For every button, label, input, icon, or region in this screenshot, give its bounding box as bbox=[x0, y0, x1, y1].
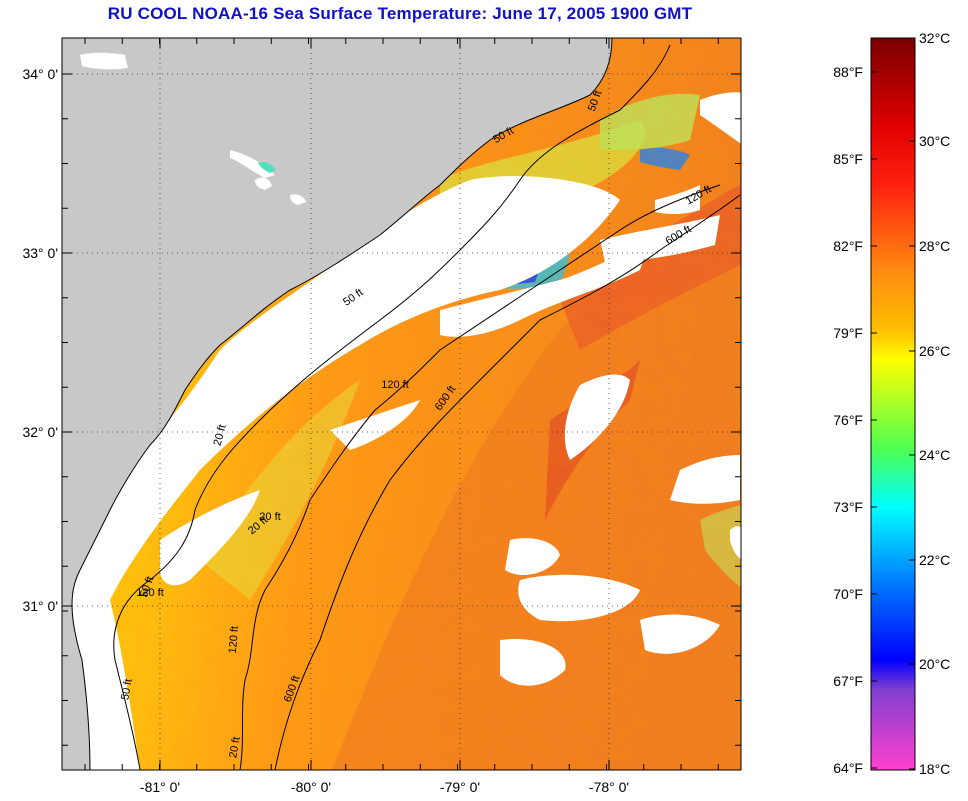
cloud-cover bbox=[62, 38, 741, 770]
depth-contour-label: 120 ft bbox=[227, 626, 241, 654]
latitude-label: 31° 0' bbox=[22, 598, 58, 614]
celsius-label: 32°C bbox=[919, 30, 950, 46]
celsius-label: 22°C bbox=[919, 552, 950, 568]
fahrenheit-label: 82°F bbox=[833, 238, 863, 254]
fahrenheit-label: 88°F bbox=[833, 64, 863, 80]
longitude-label: -81° 0' bbox=[140, 779, 180, 795]
longitude-label: -79° 0' bbox=[440, 779, 480, 795]
depth-contour-label: 120 ft bbox=[136, 587, 164, 599]
graticule bbox=[62, 38, 741, 770]
celsius-label: 24°C bbox=[919, 447, 950, 463]
colorbar bbox=[870, 37, 916, 771]
fahrenheit-label: 64°F bbox=[833, 760, 863, 776]
depth-contour-label: 120 ft bbox=[381, 379, 409, 391]
coastline bbox=[71, 38, 613, 770]
fahrenheit-label: 73°F bbox=[833, 499, 863, 515]
longitude-label: -78° 0' bbox=[589, 779, 629, 795]
celsius-label: 18°C bbox=[919, 761, 950, 777]
depth-contour-label: 20 ft bbox=[227, 736, 243, 759]
depth-contour-label: 50 ft bbox=[119, 678, 135, 701]
celsius-label: 20°C bbox=[919, 656, 950, 672]
celsius-label: 26°C bbox=[919, 343, 950, 359]
latitude-label: 34° 0' bbox=[22, 66, 58, 82]
fahrenheit-label: 76°F bbox=[833, 412, 863, 428]
fahrenheit-label: 67°F bbox=[833, 673, 863, 689]
fahrenheit-label: 70°F bbox=[833, 586, 863, 602]
fahrenheit-label: 85°F bbox=[833, 151, 863, 167]
map-frame bbox=[61, 37, 742, 771]
longitude-label: -80° 0' bbox=[291, 779, 331, 795]
depth-contour-label: 20 ft bbox=[212, 423, 229, 447]
land-mass bbox=[62, 38, 612, 770]
latitude-label: 32° 0' bbox=[22, 424, 58, 440]
depth-contour-label: 20 ft bbox=[259, 511, 280, 523]
depth-contours bbox=[113, 44, 741, 770]
fahrenheit-label: 79°F bbox=[833, 325, 863, 341]
latitude-label: 33° 0' bbox=[22, 245, 58, 261]
celsius-label: 28°C bbox=[919, 238, 950, 254]
map-title: RU COOL NOAA-16 Sea Surface Temperature:… bbox=[107, 4, 693, 23]
celsius-label: 30°C bbox=[919, 133, 950, 149]
